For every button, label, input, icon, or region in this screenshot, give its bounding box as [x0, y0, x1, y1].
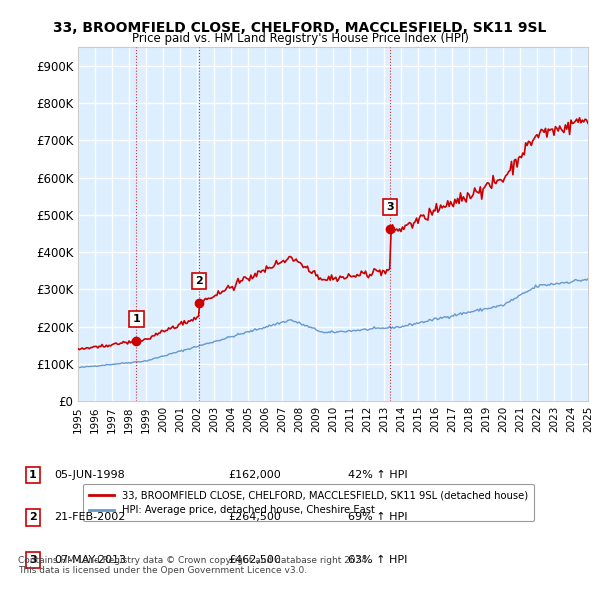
Text: £264,500: £264,500 [228, 513, 281, 522]
Text: 05-JUN-1998: 05-JUN-1998 [54, 470, 125, 480]
Text: Price paid vs. HM Land Registry's House Price Index (HPI): Price paid vs. HM Land Registry's House … [131, 32, 469, 45]
Text: 33, BROOMFIELD CLOSE, CHELFORD, MACCLESFIELD, SK11 9SL: 33, BROOMFIELD CLOSE, CHELFORD, MACCLESF… [53, 21, 547, 35]
Text: 3: 3 [29, 555, 37, 565]
Legend: 33, BROOMFIELD CLOSE, CHELFORD, MACCLESFIELD, SK11 9SL (detached house), HPI: Av: 33, BROOMFIELD CLOSE, CHELFORD, MACCLESF… [83, 484, 534, 521]
Text: 2: 2 [29, 513, 37, 522]
Text: 2: 2 [196, 276, 203, 286]
Text: 07-MAY-2013: 07-MAY-2013 [54, 555, 126, 565]
Text: 1: 1 [133, 314, 140, 324]
Text: £162,000: £162,000 [228, 470, 281, 480]
Text: 3: 3 [386, 202, 394, 212]
Text: 69% ↑ HPI: 69% ↑ HPI [348, 513, 407, 522]
Text: 21-FEB-2002: 21-FEB-2002 [54, 513, 125, 522]
Text: Contains HM Land Registry data © Crown copyright and database right 2024.
This d: Contains HM Land Registry data © Crown c… [18, 556, 370, 575]
Text: 63% ↑ HPI: 63% ↑ HPI [348, 555, 407, 565]
Text: 42% ↑ HPI: 42% ↑ HPI [348, 470, 407, 480]
Text: £462,500: £462,500 [228, 555, 281, 565]
Text: 1: 1 [29, 470, 37, 480]
